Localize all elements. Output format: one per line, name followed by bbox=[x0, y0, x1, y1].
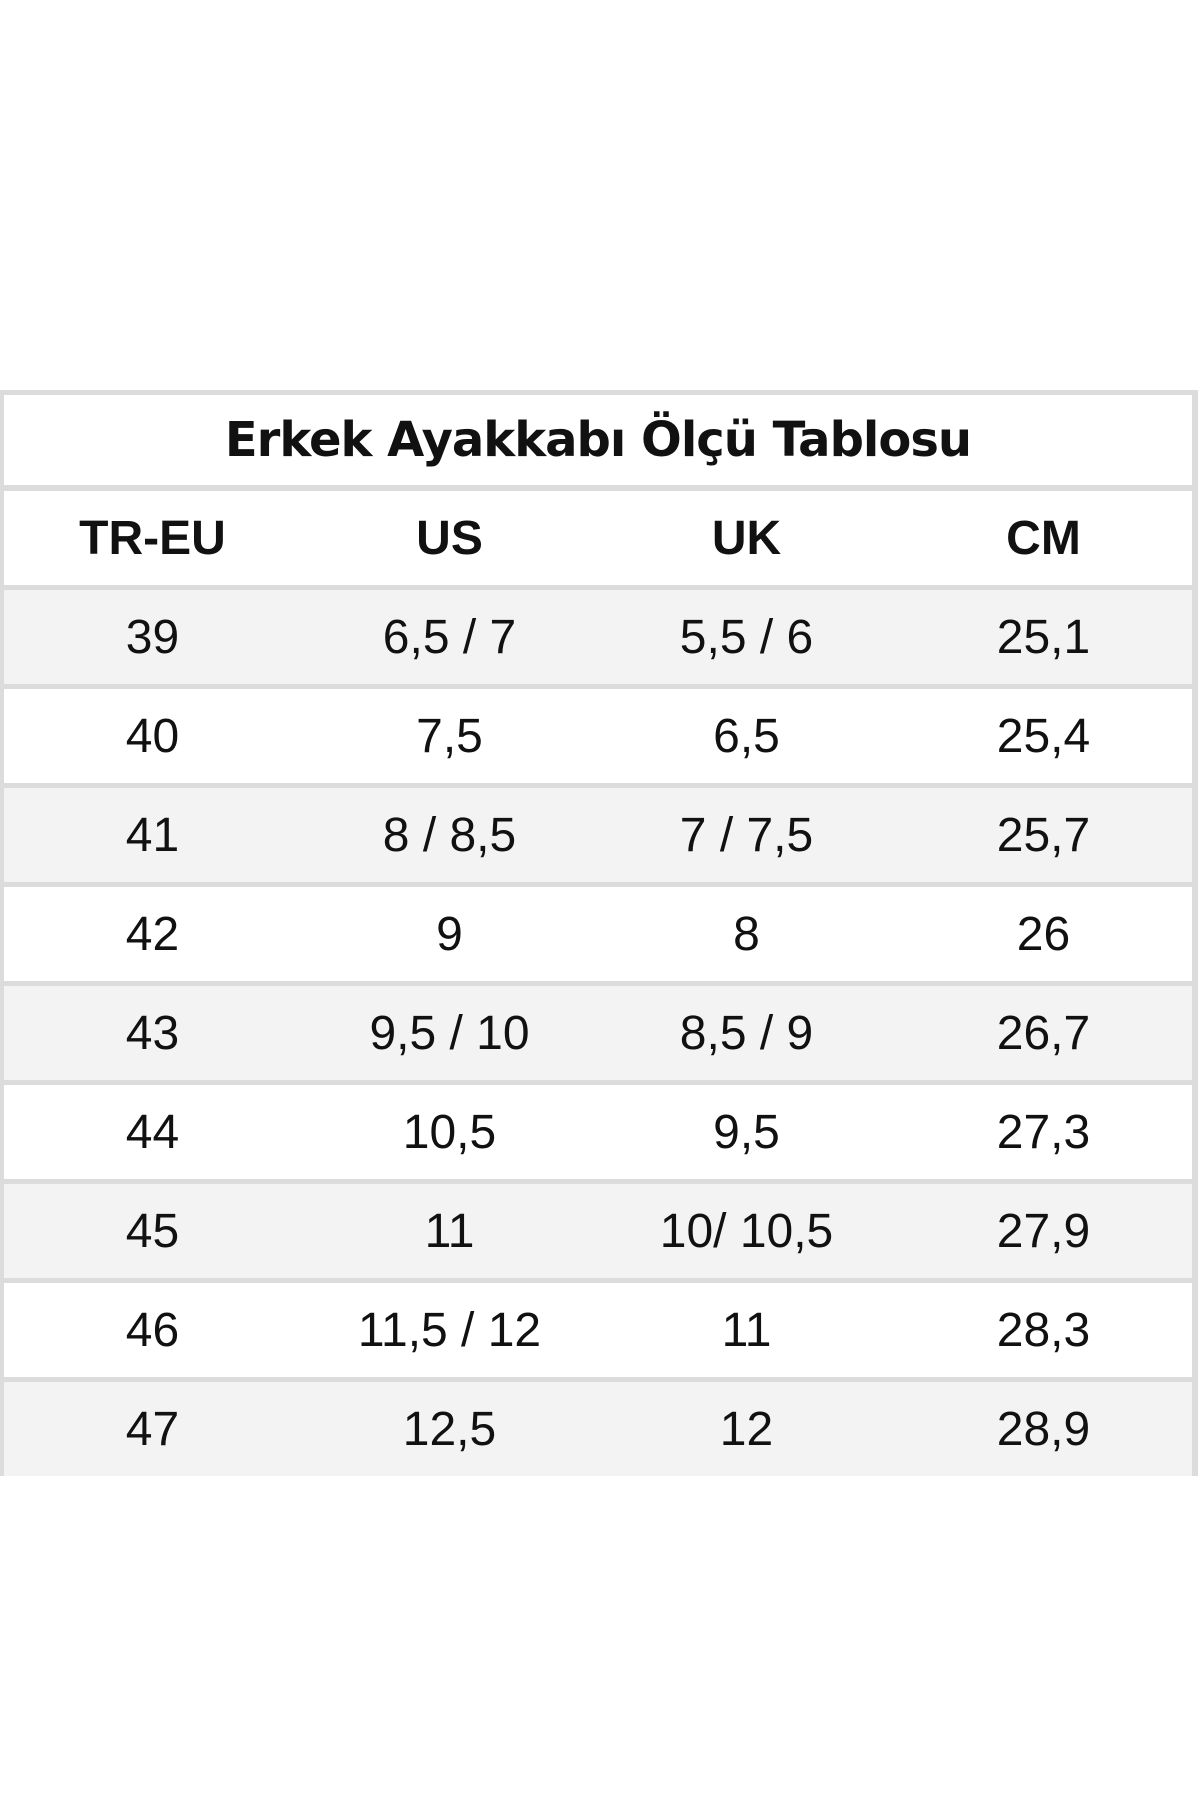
cell-cm: 28,9 bbox=[996, 1402, 1091, 1456]
cell-us: 8 / 8,5 bbox=[382, 808, 517, 862]
cell-cm: 25,4 bbox=[996, 709, 1091, 763]
cell-us: 9,5 / 10 bbox=[369, 1006, 530, 1060]
column-header-cm: CM bbox=[1006, 511, 1081, 565]
cell-cm: 26,7 bbox=[996, 1006, 1091, 1060]
cell-uk: 9,5 bbox=[713, 1105, 780, 1159]
cell-us: 6,5 / 7 bbox=[382, 610, 517, 664]
cell-tr-eu: 42 bbox=[125, 907, 180, 961]
table-row: 45 11 10/ 10,5 27,9 bbox=[4, 1184, 1192, 1283]
table-row: 47 12,5 12 28,9 bbox=[4, 1382, 1192, 1476]
column-header-tr-eu: TR-EU bbox=[79, 511, 226, 565]
cell-uk: 8,5 / 9 bbox=[679, 1006, 814, 1060]
cell-uk: 6,5 bbox=[713, 709, 780, 763]
table-row: 41 8 / 8,5 7 / 7,5 25,7 bbox=[4, 788, 1192, 887]
table-row: 40 7,5 6,5 25,4 bbox=[4, 689, 1192, 788]
cell-uk: 11 bbox=[721, 1303, 772, 1357]
cell-uk: 10/ 10,5 bbox=[659, 1204, 834, 1258]
cell-cm: 28,3 bbox=[996, 1303, 1091, 1357]
header-row: TR-EU US UK CM bbox=[4, 491, 1192, 590]
cell-tr-eu: 47 bbox=[125, 1402, 180, 1456]
size-chart-table: Erkek Ayakkabı Ölçü Tablosu TR-EU US UK … bbox=[0, 390, 1198, 1476]
table-row: 46 11,5 / 12 11 28,3 bbox=[4, 1283, 1192, 1382]
cell-cm: 25,1 bbox=[996, 610, 1091, 664]
cell-tr-eu: 41 bbox=[125, 808, 180, 862]
cell-us: 12,5 bbox=[402, 1402, 497, 1456]
table-row: 39 6,5 / 7 5,5 / 6 25,1 bbox=[4, 590, 1192, 689]
column-header-uk: UK bbox=[711, 511, 782, 565]
cell-uk: 5,5 / 6 bbox=[679, 610, 814, 664]
cell-tr-eu: 45 bbox=[125, 1204, 180, 1258]
cell-tr-eu: 43 bbox=[125, 1006, 180, 1060]
cell-us: 9 bbox=[436, 907, 463, 961]
table-title: Erkek Ayakkabı Ölçü Tablosu bbox=[4, 395, 1192, 491]
cell-uk: 7 / 7,5 bbox=[679, 808, 814, 862]
table-row: 42 9 8 26 bbox=[4, 887, 1192, 986]
cell-us: 7,5 bbox=[416, 709, 483, 763]
cell-us: 10,5 bbox=[402, 1105, 497, 1159]
cell-uk: 12 bbox=[719, 1402, 774, 1456]
cell-uk: 8 bbox=[733, 907, 760, 961]
cell-tr-eu: 46 bbox=[125, 1303, 180, 1357]
table-row: 44 10,5 9,5 27,3 bbox=[4, 1085, 1192, 1184]
cell-cm: 27,3 bbox=[996, 1105, 1091, 1159]
cell-tr-eu: 40 bbox=[125, 709, 180, 763]
cell-us: 11,5 / 12 bbox=[357, 1303, 542, 1357]
cell-cm: 25,7 bbox=[996, 808, 1091, 862]
cell-cm: 26 bbox=[1016, 907, 1071, 961]
column-header-us: US bbox=[416, 511, 483, 565]
table-row: 43 9,5 / 10 8,5 / 9 26,7 bbox=[4, 986, 1192, 1085]
cell-tr-eu: 39 bbox=[125, 610, 180, 664]
cell-cm: 27,9 bbox=[996, 1204, 1091, 1258]
cell-us: 11 bbox=[424, 1204, 475, 1258]
cell-tr-eu: 44 bbox=[125, 1105, 180, 1159]
